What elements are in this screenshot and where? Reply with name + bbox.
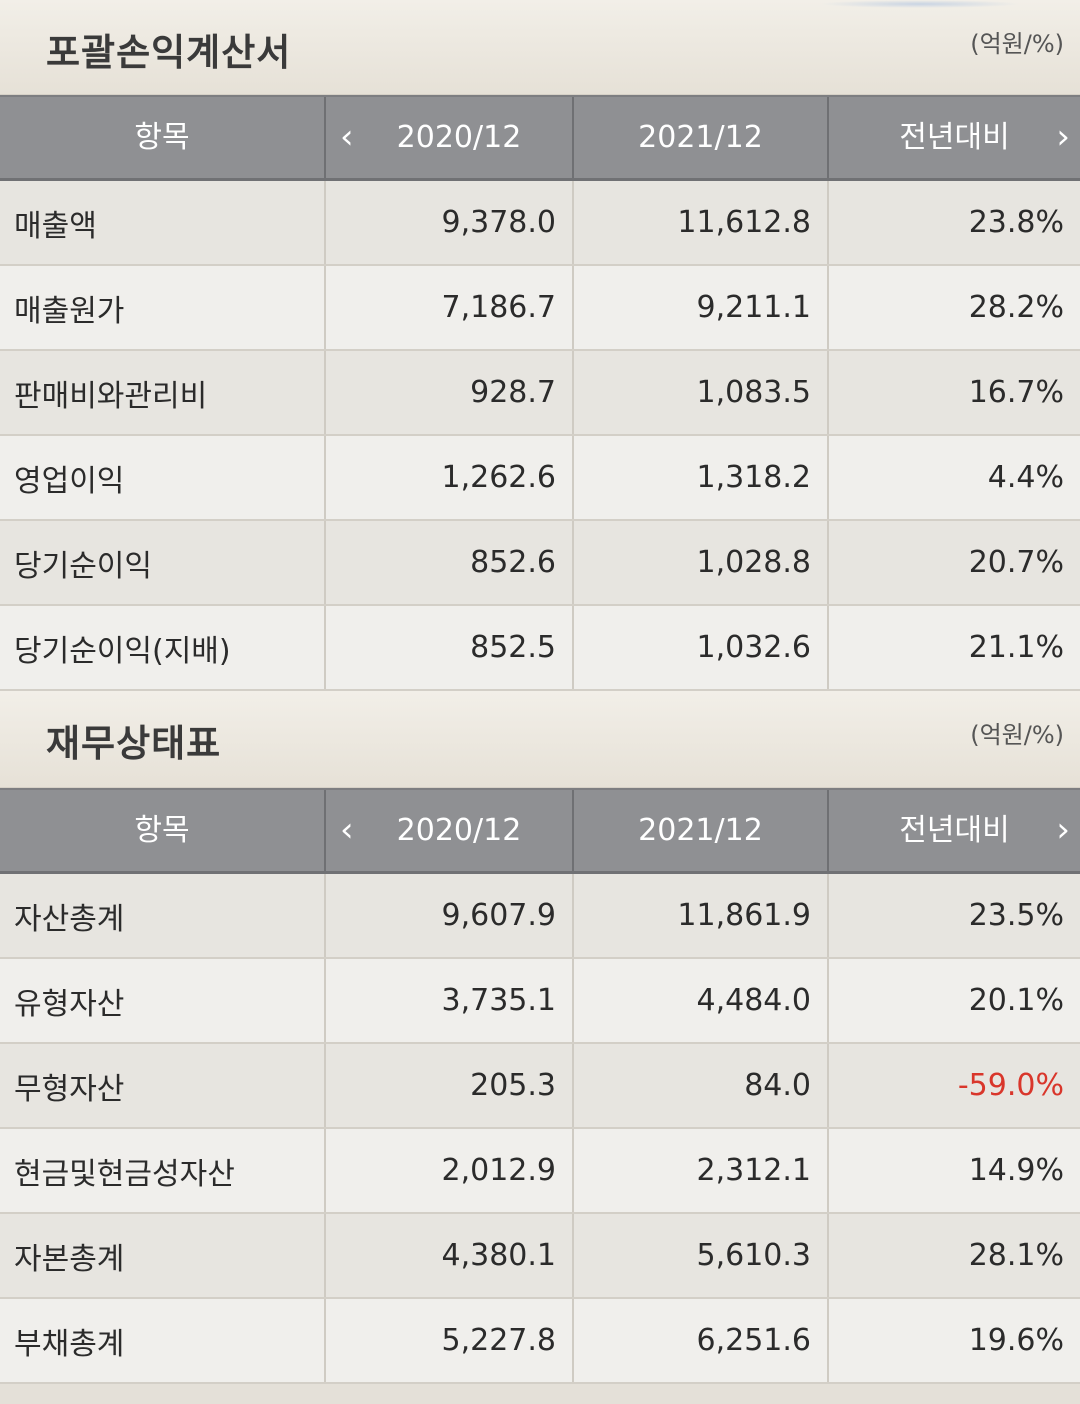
row-label: 영업이익 xyxy=(0,435,325,521)
value-2020: 852.6 xyxy=(324,520,573,606)
income-statement-section: 포괄손익계산서 (억원/%) 항목 ‹ 2020/12 2021/12 xyxy=(0,0,1080,691)
value-2020: 928.7 xyxy=(324,350,573,436)
balance-sheet-section: 재무상태표 (억원/%) 항목 ‹ 2020/12 2021/12 xyxy=(0,691,1080,1404)
column-header-label: 전년대비 xyxy=(899,813,1010,848)
table-row: 유형자산 3,735.1 4,484.0 20.1% xyxy=(0,958,1080,1044)
table-header-row: 항목 ‹ 2020/12 2021/12 전년대비 › xyxy=(0,788,1080,874)
row-label: 유형자산 xyxy=(0,958,325,1044)
table-row: 당기순이익(지배) 852.5 1,032.6 21.1% xyxy=(0,605,1080,691)
table-row: 무형자산 205.3 84.0 -59.0% xyxy=(0,1043,1080,1129)
value-2021: 5,610.3 xyxy=(572,1213,828,1299)
table-row: 현금및현금성자산 2,012.9 2,312.1 14.9% xyxy=(0,1128,1080,1214)
value-2021: 11,861.9 xyxy=(572,872,828,959)
balance-sheet-table: 항목 ‹ 2020/12 2021/12 전년대비 › xyxy=(0,788,1080,1384)
table-row: 매출액 9,378.0 11,612.8 23.8% xyxy=(0,179,1080,266)
row-label: 현금및현금성자산 xyxy=(0,1128,325,1214)
column-header-label: 전년대비 xyxy=(899,120,1010,155)
row-label: 판매비와관리비 xyxy=(0,350,325,436)
value-yoy: 4.4% xyxy=(827,435,1080,521)
chevron-left-icon[interactable]: ‹ xyxy=(340,810,354,850)
value-2020: 2,012.9 xyxy=(324,1128,573,1214)
value-2020: 3,735.1 xyxy=(324,958,573,1044)
value-yoy: 23.5% xyxy=(827,872,1080,959)
value-2021: 1,318.2 xyxy=(572,435,828,521)
value-2020: 7,186.7 xyxy=(324,265,573,351)
table-row: 자본총계 4,380.1 5,610.3 28.1% xyxy=(0,1213,1080,1299)
section-header: 포괄손익계산서 (억원/%) xyxy=(0,0,1080,95)
table-row: 자산총계 9,607.9 11,861.9 23.5% xyxy=(0,872,1080,959)
top-accent-decoration xyxy=(820,0,1020,8)
value-yoy: 21.1% xyxy=(827,605,1080,691)
table-row: 판매비와관리비 928.7 1,083.5 16.7% xyxy=(0,350,1080,436)
column-header-2020: ‹ 2020/12 xyxy=(324,95,573,181)
value-2021: 84.0 xyxy=(572,1043,828,1129)
column-header-item: 항목 xyxy=(0,95,325,181)
row-label: 부채총계 xyxy=(0,1298,325,1384)
column-header-label: 2020/12 xyxy=(396,120,522,155)
table-row: 매출원가 7,186.7 9,211.1 28.2% xyxy=(0,265,1080,351)
value-2020: 9,378.0 xyxy=(324,179,573,266)
value-2021: 11,612.8 xyxy=(572,179,828,266)
value-2020: 852.5 xyxy=(324,605,573,691)
table-row: 부채총계 5,227.8 6,251.6 19.6% xyxy=(0,1298,1080,1384)
column-header-yoy: 전년대비 › xyxy=(827,788,1080,874)
value-2021: 6,251.6 xyxy=(572,1298,828,1384)
row-label: 자산총계 xyxy=(0,872,325,959)
row-label: 당기순이익(지배) xyxy=(0,605,325,691)
chevron-left-icon[interactable]: ‹ xyxy=(340,117,354,157)
chevron-right-icon[interactable]: › xyxy=(1056,810,1070,850)
section-title: 포괄손익계산서 xyxy=(46,31,292,74)
column-header-2021: 2021/12 xyxy=(572,95,828,181)
table-row: 영업이익 1,262.6 1,318.2 4.4% xyxy=(0,435,1080,521)
bottom-strip xyxy=(0,1384,1080,1404)
row-label: 매출액 xyxy=(0,179,325,266)
value-2021: 2,312.1 xyxy=(572,1128,828,1214)
row-label: 당기순이익 xyxy=(0,520,325,606)
table-row: 당기순이익 852.6 1,028.8 20.7% xyxy=(0,520,1080,606)
value-2021: 4,484.0 xyxy=(572,958,828,1044)
value-2021: 9,211.1 xyxy=(572,265,828,351)
row-label: 무형자산 xyxy=(0,1043,325,1129)
value-yoy: 28.1% xyxy=(827,1213,1080,1299)
value-yoy: 23.8% xyxy=(827,179,1080,266)
value-2020: 1,262.6 xyxy=(324,435,573,521)
section-header: 재무상태표 (억원/%) xyxy=(0,691,1080,788)
value-2021: 1,032.6 xyxy=(572,605,828,691)
value-2020: 9,607.9 xyxy=(324,872,573,959)
column-header-2020: ‹ 2020/12 xyxy=(324,788,573,874)
value-2021: 1,083.5 xyxy=(572,350,828,436)
column-header-label: 2020/12 xyxy=(396,813,522,848)
column-header-yoy: 전년대비 › xyxy=(827,95,1080,181)
value-2020: 5,227.8 xyxy=(324,1298,573,1384)
value-yoy: 14.9% xyxy=(827,1128,1080,1214)
value-yoy: 20.7% xyxy=(827,520,1080,606)
column-header-2021: 2021/12 xyxy=(572,788,828,874)
value-yoy: 16.7% xyxy=(827,350,1080,436)
unit-label: (억원/%) xyxy=(970,721,1064,749)
value-2020: 4,380.1 xyxy=(324,1213,573,1299)
table-header-row: 항목 ‹ 2020/12 2021/12 전년대비 › xyxy=(0,95,1080,181)
value-yoy: 20.1% xyxy=(827,958,1080,1044)
row-label: 자본총계 xyxy=(0,1213,325,1299)
column-header-item: 항목 xyxy=(0,788,325,874)
chevron-right-icon[interactable]: › xyxy=(1056,117,1070,157)
value-yoy: 19.6% xyxy=(827,1298,1080,1384)
value-yoy: 28.2% xyxy=(827,265,1080,351)
value-2020: 205.3 xyxy=(324,1043,573,1129)
value-yoy-negative: -59.0% xyxy=(827,1043,1080,1129)
value-2021: 1,028.8 xyxy=(572,520,828,606)
section-title: 재무상태표 xyxy=(46,722,222,765)
income-statement-table: 항목 ‹ 2020/12 2021/12 전년대비 › xyxy=(0,95,1080,691)
row-label: 매출원가 xyxy=(0,265,325,351)
unit-label: (억원/%) xyxy=(970,30,1064,58)
